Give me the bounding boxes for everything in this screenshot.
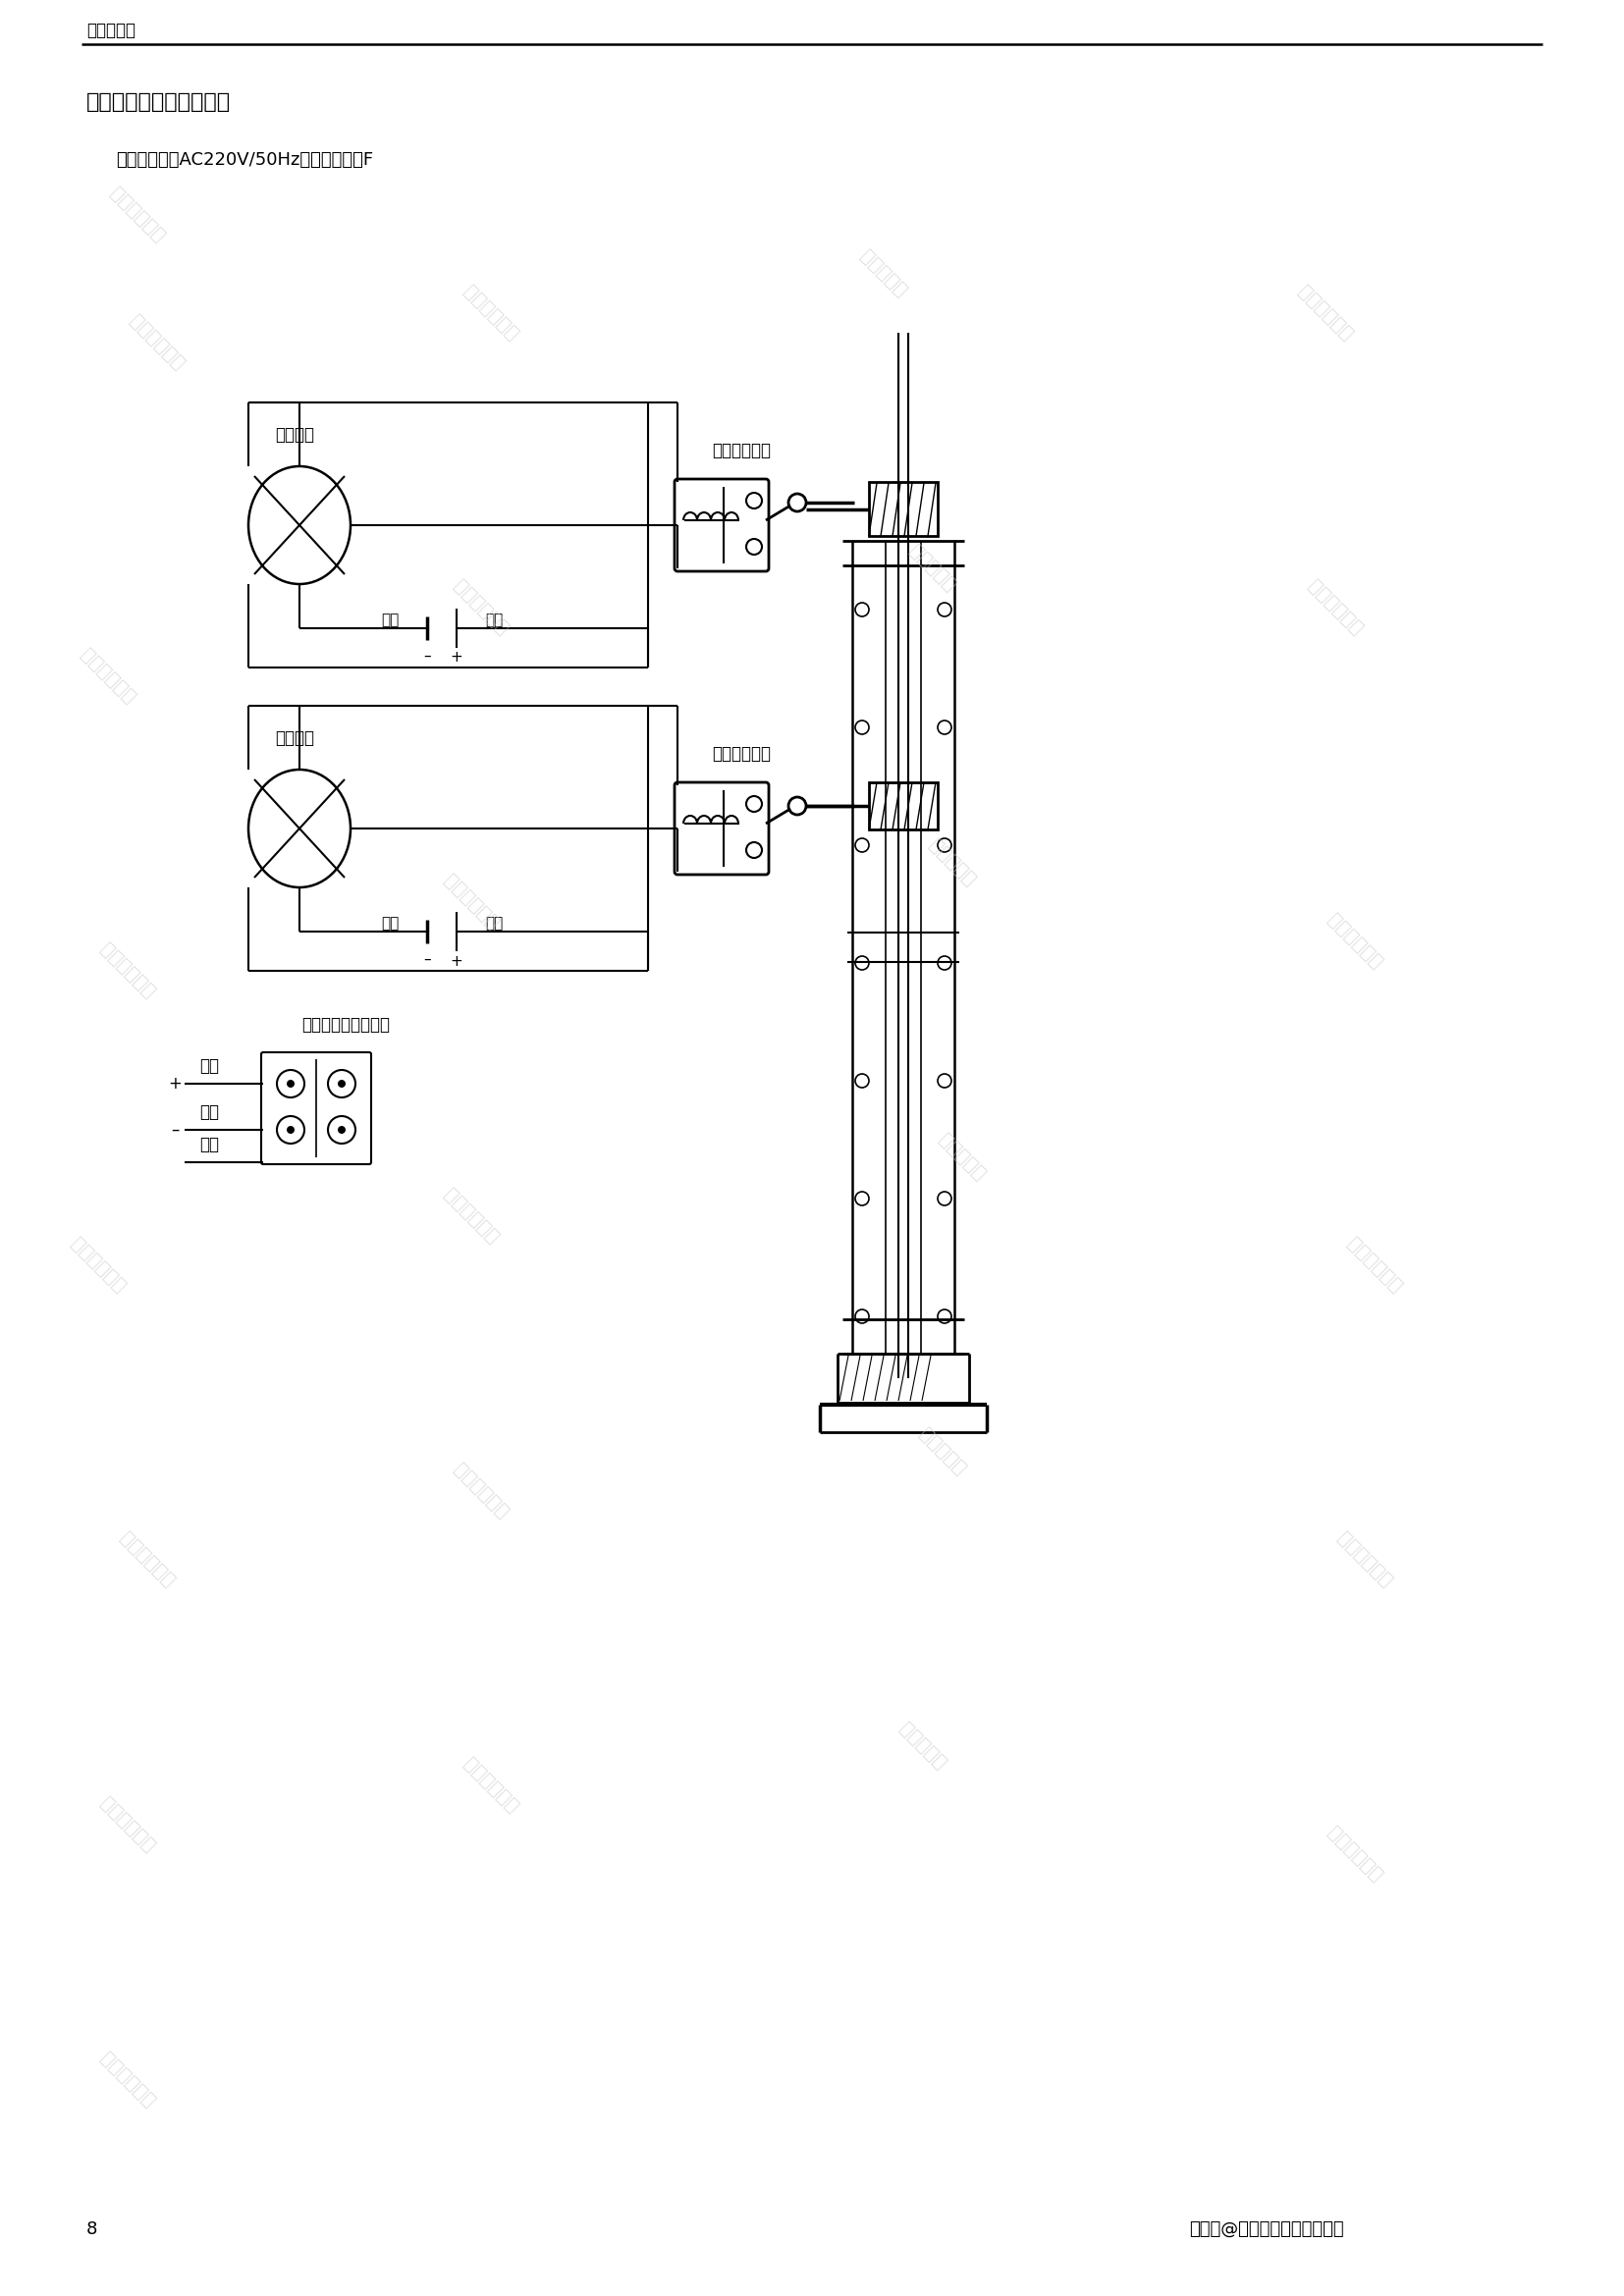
Text: 地线: 地线 [200, 1137, 219, 1153]
Text: 制造有限公司: 制造有限公司 [96, 1793, 159, 1855]
Text: +: + [450, 650, 463, 666]
Text: 上海奇众阀门: 上海奇众阀门 [460, 1754, 521, 1816]
Text: –: – [424, 951, 430, 967]
Text: 阀门制造有: 阀门制造有 [906, 542, 960, 595]
Circle shape [287, 1125, 294, 1134]
Text: 制造有限公司: 制造有限公司 [96, 939, 159, 1001]
Text: 火线: 火线 [200, 1056, 219, 1075]
Text: 制造有限公司: 制造有限公司 [76, 645, 140, 707]
Text: 零线: 零线 [200, 1104, 219, 1120]
Text: 开信号灯: 开信号灯 [274, 427, 313, 443]
Text: 上海奇众阀门: 上海奇众阀门 [1324, 909, 1385, 974]
Text: 上海奇众阀门: 上海奇众阀门 [440, 1185, 502, 1247]
Text: –: – [171, 1120, 179, 1139]
Text: 上海奇众阀门: 上海奇众阀门 [1304, 576, 1366, 638]
Text: 阀门制造有: 阀门制造有 [896, 1720, 950, 1773]
Text: 制造有限公司: 制造有限公司 [96, 2048, 159, 2110]
Text: 制造有限公司: 制造有限公司 [67, 1235, 130, 1297]
Text: 阀门制造有: 阀门制造有 [935, 1130, 989, 1185]
Circle shape [338, 1125, 346, 1134]
Text: 上海奇众阀门: 上海奇众阀门 [1343, 1235, 1406, 1297]
Text: 搜狐号@上海奇众阀门销售部门: 搜狐号@上海奇众阀门销售部门 [1189, 2220, 1345, 2239]
Text: 火线: 火线 [486, 613, 503, 627]
Text: 关信号灯: 关信号灯 [274, 730, 313, 746]
Text: 电磁阀电线安装端子: 电磁阀电线安装端子 [302, 1015, 390, 1033]
Text: 上海奇众阀门: 上海奇众阀门 [440, 870, 502, 932]
Text: 上海奇众阀门: 上海奇众阀门 [450, 576, 512, 638]
Text: 工作电源为：AC220V/50Hz，绶缘等级：F: 工作电源为：AC220V/50Hz，绶缘等级：F [115, 152, 374, 170]
Text: 关阀行程开关: 关阀行程开关 [711, 744, 771, 762]
Circle shape [287, 1079, 294, 1088]
Text: 上海奇众阀门: 上海奇众阀门 [1294, 282, 1356, 344]
Text: 火线: 火线 [486, 916, 503, 932]
Text: 上海奇众阀门: 上海奇众阀门 [1324, 1823, 1385, 1885]
Text: 八、接线图及电源要求：: 八、接线图及电源要求： [86, 92, 231, 113]
Text: 上海奇众阀门: 上海奇众阀门 [450, 1460, 512, 1522]
Text: +: + [450, 953, 463, 969]
Text: 阀门制造有: 阀门制造有 [926, 836, 979, 891]
Text: 抽气止回阀: 抽气止回阀 [86, 21, 135, 39]
Text: 上海奇众阀门: 上海奇众阀门 [460, 282, 521, 344]
Text: 制造有限公司: 制造有限公司 [127, 312, 188, 374]
Text: 零线: 零线 [382, 916, 400, 932]
Text: 制造有限公司: 制造有限公司 [107, 184, 169, 246]
Text: 阀门制造有: 阀门制造有 [916, 1426, 970, 1479]
Text: 上海奇众阀门: 上海奇众阀门 [1333, 1529, 1397, 1591]
Text: 阀门制造有: 阀门制造有 [857, 248, 911, 301]
Text: 开阀行程开关: 开阀行程开关 [711, 441, 771, 459]
Text: +: + [167, 1075, 182, 1093]
Circle shape [338, 1079, 346, 1088]
Text: 8: 8 [86, 2220, 97, 2239]
Text: 制造有限公司: 制造有限公司 [117, 1529, 179, 1591]
Bar [869, 482, 937, 535]
Bar [869, 783, 937, 829]
Text: –: – [424, 647, 430, 664]
Text: 零线: 零线 [382, 613, 400, 627]
